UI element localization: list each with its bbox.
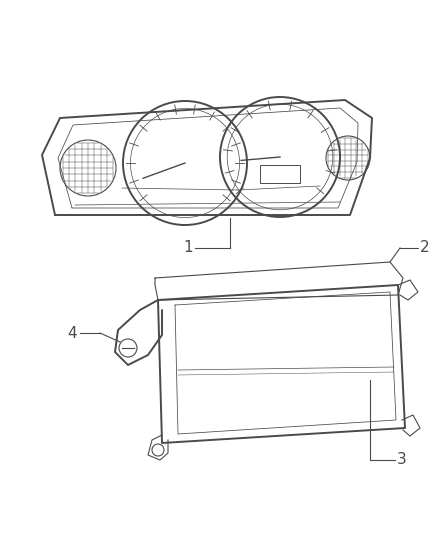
Text: 2: 2	[420, 240, 430, 255]
Text: 1: 1	[183, 240, 193, 255]
Text: 3: 3	[397, 453, 407, 467]
Text: 4: 4	[67, 326, 77, 341]
